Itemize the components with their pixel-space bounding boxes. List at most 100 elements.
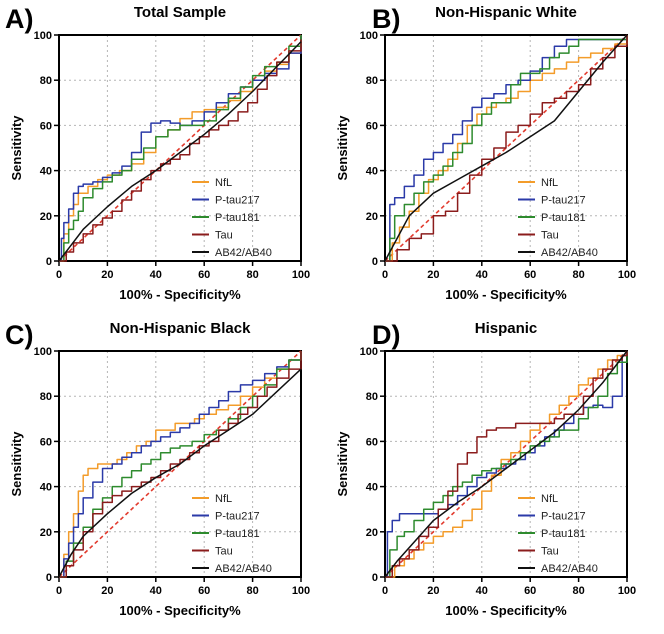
x-tick-label: 80 <box>572 585 584 597</box>
x-tick-label: 100 <box>292 269 310 281</box>
y-tick-label: 20 <box>366 211 378 223</box>
x-tick-label: 60 <box>524 585 536 597</box>
legend-label: AB42/AB40 <box>215 563 272 575</box>
roc-line-p-tau181 <box>385 35 628 262</box>
legend-label: Tau <box>541 230 559 242</box>
x-tick-label: 0 <box>56 269 62 281</box>
y-tick-label: 40 <box>40 166 52 178</box>
legend-label: P-tau181 <box>541 212 586 224</box>
legend-label: P-tau181 <box>215 212 260 224</box>
x-axis-label: 100% - Specificity% <box>119 603 241 618</box>
roc-panel-1: A) Total Sample 0 20 40 60 80 100 0 20 40 60 80 100 10… <box>5 4 310 302</box>
y-tick-label: 20 <box>40 211 52 223</box>
x-tick-label: 0 <box>382 269 388 281</box>
legend-label: P-tau181 <box>541 528 586 540</box>
legend-label: P-tau217 <box>541 195 586 207</box>
y-tick-label: 100 <box>34 30 52 42</box>
legend-label: AB42/AB40 <box>541 563 598 575</box>
roc-panel-2: B) Non-Hispanic White 0 20 40 60 80 100 0 20 40 60 8… <box>335 4 636 302</box>
roc-line-ab42-ab40 <box>384 34 628 262</box>
x-tick-label: 40 <box>476 269 488 281</box>
legend-label: NfL <box>215 493 232 505</box>
reference-line <box>58 34 302 262</box>
legend-label: P-tau217 <box>215 511 260 523</box>
y-axis-label: Sensitivity <box>9 115 24 181</box>
legend-label: NfL <box>215 177 232 189</box>
y-axis-label: Sensitivity <box>335 115 350 181</box>
panel-title: Hispanic <box>475 320 538 337</box>
roc-line-nfl <box>385 35 628 262</box>
legend-label: Tau <box>215 546 233 558</box>
legend-label: AB42/AB40 <box>215 247 272 259</box>
y-tick-label: 80 <box>40 391 52 403</box>
x-tick-label: 100 <box>292 585 310 597</box>
legend-label: NfL <box>541 493 558 505</box>
y-tick-label: 100 <box>360 30 378 42</box>
x-tick-label: 60 <box>524 269 536 281</box>
y-tick-label: 0 <box>46 572 52 584</box>
y-axis-label: Sensitivity <box>335 431 350 497</box>
legend-label: AB42/AB40 <box>541 247 598 259</box>
y-tick-label: 100 <box>34 346 52 358</box>
y-tick-label: 0 <box>46 256 52 268</box>
plot-frame <box>384 350 628 578</box>
y-tick-label: 20 <box>40 527 52 539</box>
y-tick-label: 60 <box>366 436 378 448</box>
roc-line-ab42-ab40 <box>58 368 302 578</box>
x-axis-label: 100% - Specificity% <box>445 287 567 302</box>
x-tick-label: 80 <box>246 585 258 597</box>
x-tick-label: 40 <box>150 269 162 281</box>
legend-label: NfL <box>541 177 558 189</box>
legend-label: Tau <box>215 230 233 242</box>
x-tick-label: 100 <box>618 269 636 281</box>
reference-line <box>58 350 302 578</box>
y-tick-label: 0 <box>372 572 378 584</box>
x-tick-label: 60 <box>198 585 210 597</box>
plot-frame <box>58 350 302 578</box>
x-tick-label: 100 <box>618 585 636 597</box>
roc-line-ab42-ab40 <box>384 350 628 578</box>
panel-letter: C) <box>5 320 34 350</box>
y-tick-label: 100 <box>360 346 378 358</box>
y-tick-label: 20 <box>366 527 378 539</box>
x-tick-label: 60 <box>198 269 210 281</box>
y-tick-label: 0 <box>372 256 378 268</box>
reference-line <box>384 350 628 578</box>
panel-letter: D) <box>372 320 401 350</box>
legend-label: P-tau217 <box>541 511 586 523</box>
x-tick-label: 0 <box>56 585 62 597</box>
x-tick-label: 80 <box>572 269 584 281</box>
legend-label: P-tau217 <box>215 195 260 207</box>
panel-letter: B) <box>372 4 401 34</box>
roc-line-tau <box>59 39 302 262</box>
x-axis-label: 100% - Specificity% <box>445 603 567 618</box>
roc-line-p-tau181 <box>385 351 628 578</box>
y-axis-label: Sensitivity <box>9 431 24 497</box>
x-tick-label: 20 <box>101 585 113 597</box>
x-tick-label: 40 <box>476 585 488 597</box>
x-tick-label: 80 <box>246 269 258 281</box>
y-tick-label: 60 <box>40 436 52 448</box>
panel-letter: A) <box>5 4 34 34</box>
x-tick-label: 20 <box>101 269 113 281</box>
roc-line-nfl <box>59 351 302 578</box>
panel-title: Non-Hispanic Black <box>110 320 252 337</box>
roc-line-tau <box>385 351 628 578</box>
y-tick-label: 40 <box>40 482 52 494</box>
roc-panel-4: D) Hispanic 0 20 40 60 80 100 0 20 40 60 80 100 100% -… <box>335 320 636 618</box>
plot-frame <box>384 34 628 262</box>
legend-label: P-tau181 <box>215 528 260 540</box>
y-tick-label: 80 <box>366 75 378 87</box>
x-tick-label: 0 <box>382 585 388 597</box>
y-tick-label: 80 <box>40 75 52 87</box>
x-tick-label: 20 <box>427 585 439 597</box>
panel-title: Total Sample <box>134 4 226 21</box>
x-axis-label: 100% - Specificity% <box>119 287 241 302</box>
roc-panel-3: C) Non-Hispanic Black 0 20 40 60 80 100 0 20 40 60 8… <box>5 320 310 618</box>
legend-label: Tau <box>541 546 559 558</box>
y-tick-label: 60 <box>40 120 52 132</box>
x-tick-label: 40 <box>150 585 162 597</box>
reference-line <box>384 34 628 262</box>
panel-title: Non-Hispanic White <box>435 4 577 21</box>
